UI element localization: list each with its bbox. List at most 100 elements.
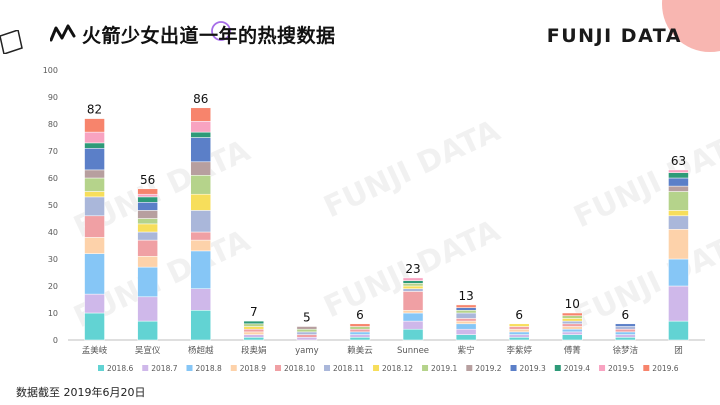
y-tick-label: 50 (48, 201, 58, 210)
bar-segment (190, 310, 211, 341)
bar-segment (562, 328, 583, 333)
watermark-text: FUNJI DATA (569, 123, 720, 235)
bar-segment (668, 320, 689, 341)
bar-segment (190, 137, 211, 163)
bar-segment (562, 331, 583, 335)
legend-swatch (324, 365, 331, 371)
y-tick-label: 90 (48, 93, 58, 102)
circle-decoration-icon (211, 21, 231, 41)
y-tick-label: 80 (48, 120, 58, 129)
bar-segment (137, 296, 158, 322)
bar-segment (668, 229, 689, 260)
legend-label: 2019.4 (564, 364, 590, 373)
bar-segment (84, 215, 105, 238)
pink-corner-decoration-icon (662, 0, 720, 52)
y-tick-label: 100 (43, 66, 58, 75)
bar-segment (84, 237, 105, 254)
legend-swatch (643, 365, 650, 371)
bar-segment (296, 326, 318, 330)
bar-segment (615, 323, 636, 327)
bar-segment (615, 328, 636, 333)
bar-segment (508, 323, 530, 327)
bar-segment (402, 291, 424, 311)
legend-label: 2018.12 (382, 364, 413, 373)
bar-segment (508, 326, 530, 330)
bar-segment (455, 323, 477, 330)
bar-segment (190, 231, 211, 241)
bar-segment (190, 121, 211, 133)
legend: 2018.6 2018.7 2018.8 2018.9 2018.10 2018.11 20… (98, 364, 679, 373)
bars (84, 107, 689, 341)
bar-segment (84, 312, 105, 341)
bar-segment (455, 334, 477, 341)
bar-segment (190, 161, 211, 176)
bar-segment (668, 215, 689, 230)
corner-decoration-icon (0, 30, 23, 54)
x-tick-label: yamy (295, 346, 319, 356)
bar-segment (137, 256, 158, 268)
legend-swatch (98, 365, 104, 371)
bar-segment (137, 239, 158, 257)
legend-swatch (142, 365, 149, 371)
bar-segment (84, 177, 105, 192)
legend-label: 2018.6 (107, 364, 133, 373)
bar-total-label: 23 (405, 262, 420, 276)
bar-total-label: 10 (565, 297, 580, 311)
legend-label: 2019.3 (520, 364, 546, 373)
title-bar: 火箭少女出道一年的热搜数据 FUNJI DATA (0, 0, 720, 58)
squiggle-icon (50, 24, 76, 42)
legend-label: 2019.2 (475, 364, 501, 373)
page-title: 火箭少女出道一年的热搜数据 (82, 25, 336, 47)
bar-segment (668, 177, 689, 187)
bar-segment (84, 131, 105, 144)
bar-segment (615, 334, 636, 338)
y-tick-label: 40 (48, 228, 58, 237)
bar-segment (508, 337, 530, 341)
bar-segment (84, 293, 105, 314)
x-tick-label: 李紫婷 (506, 345, 532, 356)
legend-label: 2019.1 (431, 364, 457, 373)
bar-segment (296, 328, 318, 333)
bar-segment (137, 196, 158, 203)
bar-total-label: 56 (140, 173, 155, 187)
bar-segment (668, 258, 689, 287)
bar-segment (243, 326, 265, 330)
legend-swatch (554, 365, 561, 371)
bar-segment (296, 337, 318, 341)
bar-segment (562, 323, 583, 327)
bar-segment (84, 142, 105, 149)
bar-segment (84, 191, 105, 198)
y-axis: 0 10 20 30 40 50 60 70 80 90 100 (43, 66, 705, 345)
bar-segment (190, 193, 211, 211)
bar-segment (562, 318, 583, 322)
bar-total-label: 6 (356, 308, 364, 322)
bar-segment (349, 334, 371, 338)
bar-segment (402, 320, 424, 330)
legend-swatch (186, 365, 193, 371)
legend-swatch (373, 365, 380, 371)
bar-segment (508, 334, 530, 338)
bar-total-label: 6 (622, 308, 630, 322)
bar-segment (402, 328, 424, 341)
bar-segment (402, 285, 424, 289)
bar-segment (137, 266, 158, 298)
y-tick-label: 0 (53, 336, 58, 345)
bar-total-label: 5 (303, 311, 311, 325)
legend-swatch (275, 365, 281, 371)
bar-segment (508, 328, 530, 333)
legend-label: 2018.7 (151, 364, 177, 373)
brand-logo: FUNJI DATA (546, 25, 682, 47)
bar-segment (615, 331, 636, 335)
bar-segment (455, 310, 477, 314)
bar-segment (668, 169, 689, 173)
bar-segment (562, 334, 583, 341)
bar-total-label: 13 (458, 289, 473, 303)
legend-swatch (230, 365, 237, 371)
bar-total-label: 86 (193, 92, 208, 106)
legend-label: 2019.5 (608, 364, 634, 373)
bar-segment (190, 239, 211, 252)
x-tick-label: 孟美岐 (82, 345, 108, 356)
bar-segment (402, 288, 424, 292)
